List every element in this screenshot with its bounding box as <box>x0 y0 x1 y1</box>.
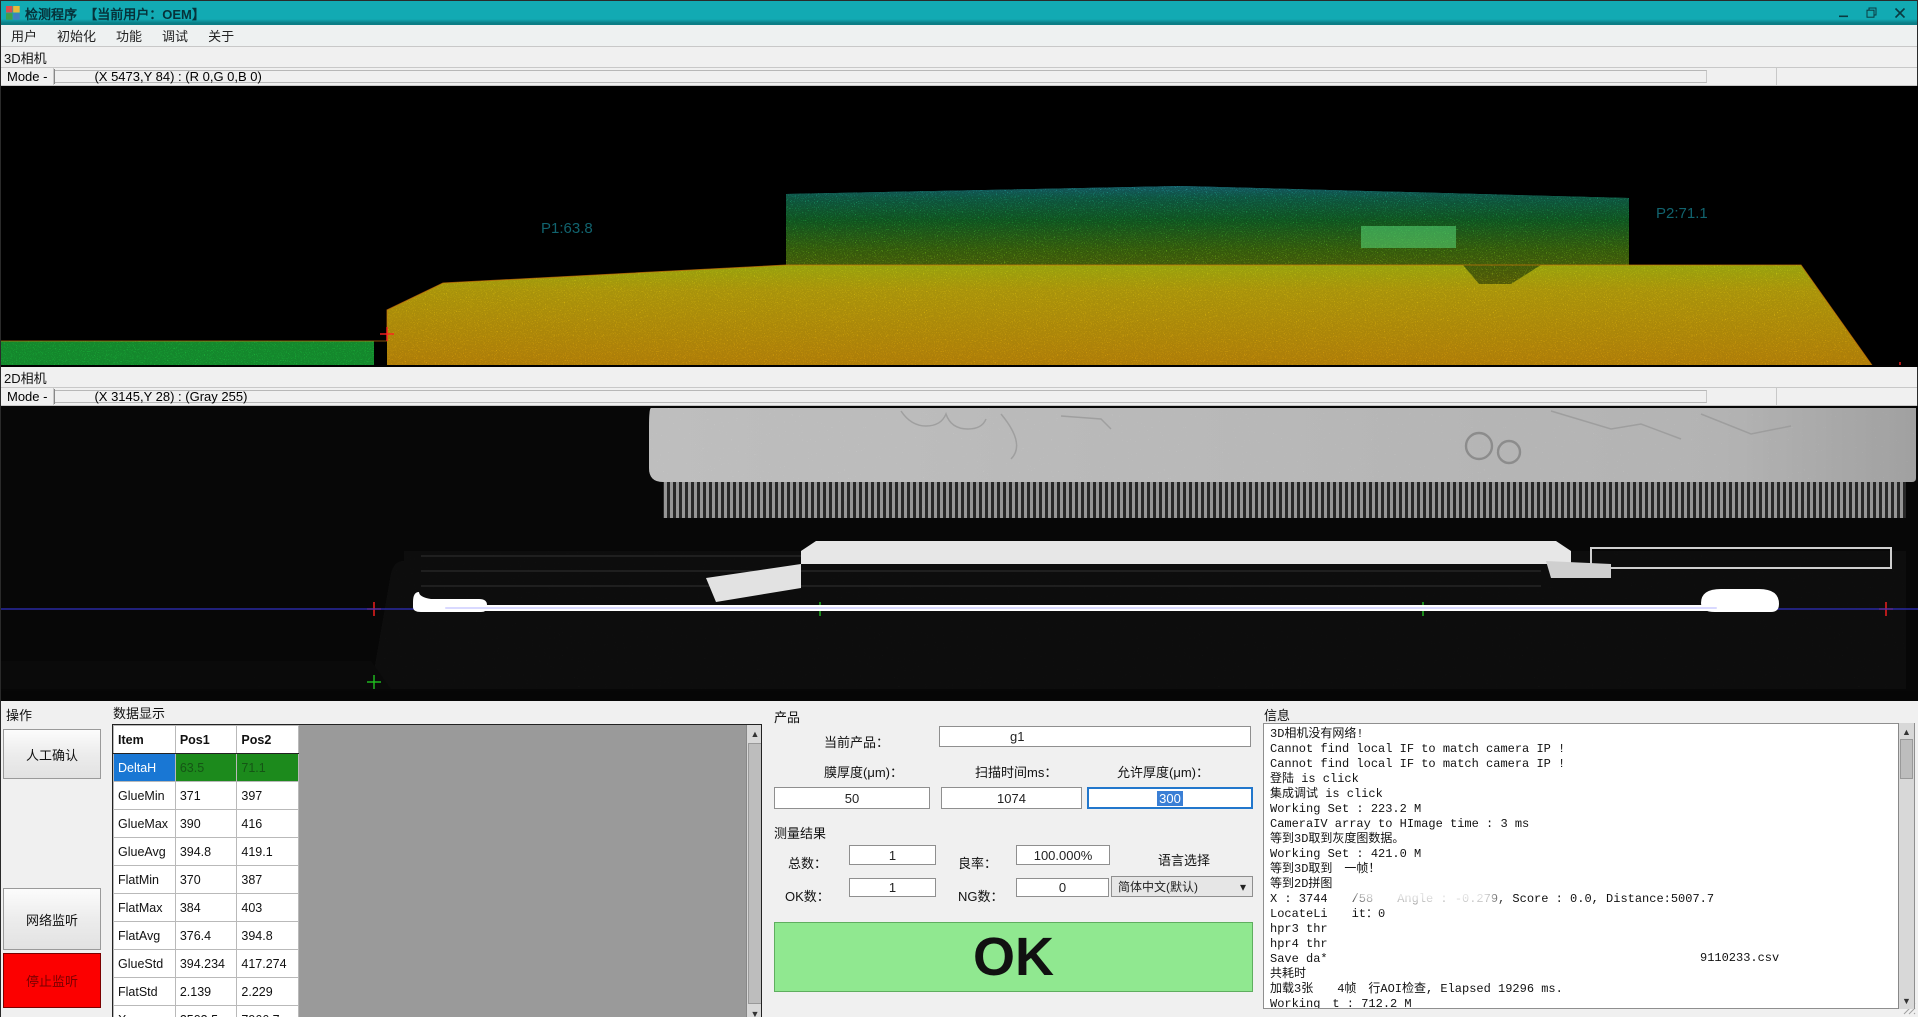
svg-text:P1:63.8: P1:63.8 <box>541 220 593 237</box>
svg-text:P2:71.1: P2:71.1 <box>1656 205 1708 222</box>
